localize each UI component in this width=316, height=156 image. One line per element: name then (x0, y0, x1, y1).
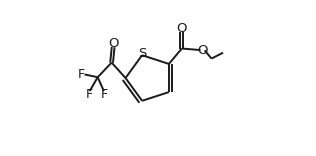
Text: F: F (78, 68, 85, 81)
Text: F: F (86, 88, 93, 101)
Text: S: S (138, 47, 146, 60)
Text: O: O (177, 22, 187, 35)
Text: O: O (197, 44, 208, 57)
Text: F: F (100, 88, 107, 101)
Text: O: O (108, 37, 118, 50)
